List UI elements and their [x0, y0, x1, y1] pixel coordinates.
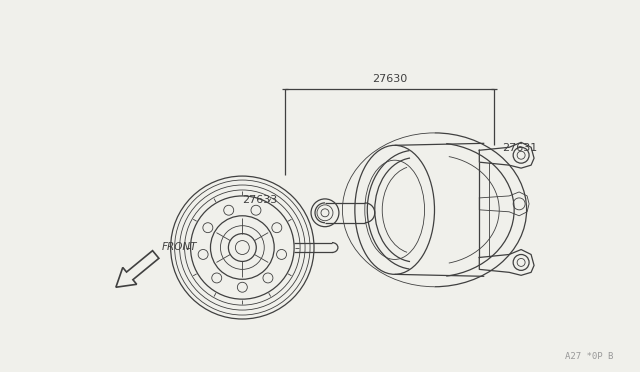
- Text: 27633: 27633: [242, 195, 277, 205]
- Text: FRONT: FRONT: [162, 243, 197, 253]
- Text: 27630: 27630: [372, 74, 407, 84]
- Text: A27 *0P B: A27 *0P B: [565, 352, 614, 361]
- Text: 27631: 27631: [502, 143, 538, 153]
- Polygon shape: [116, 251, 159, 287]
